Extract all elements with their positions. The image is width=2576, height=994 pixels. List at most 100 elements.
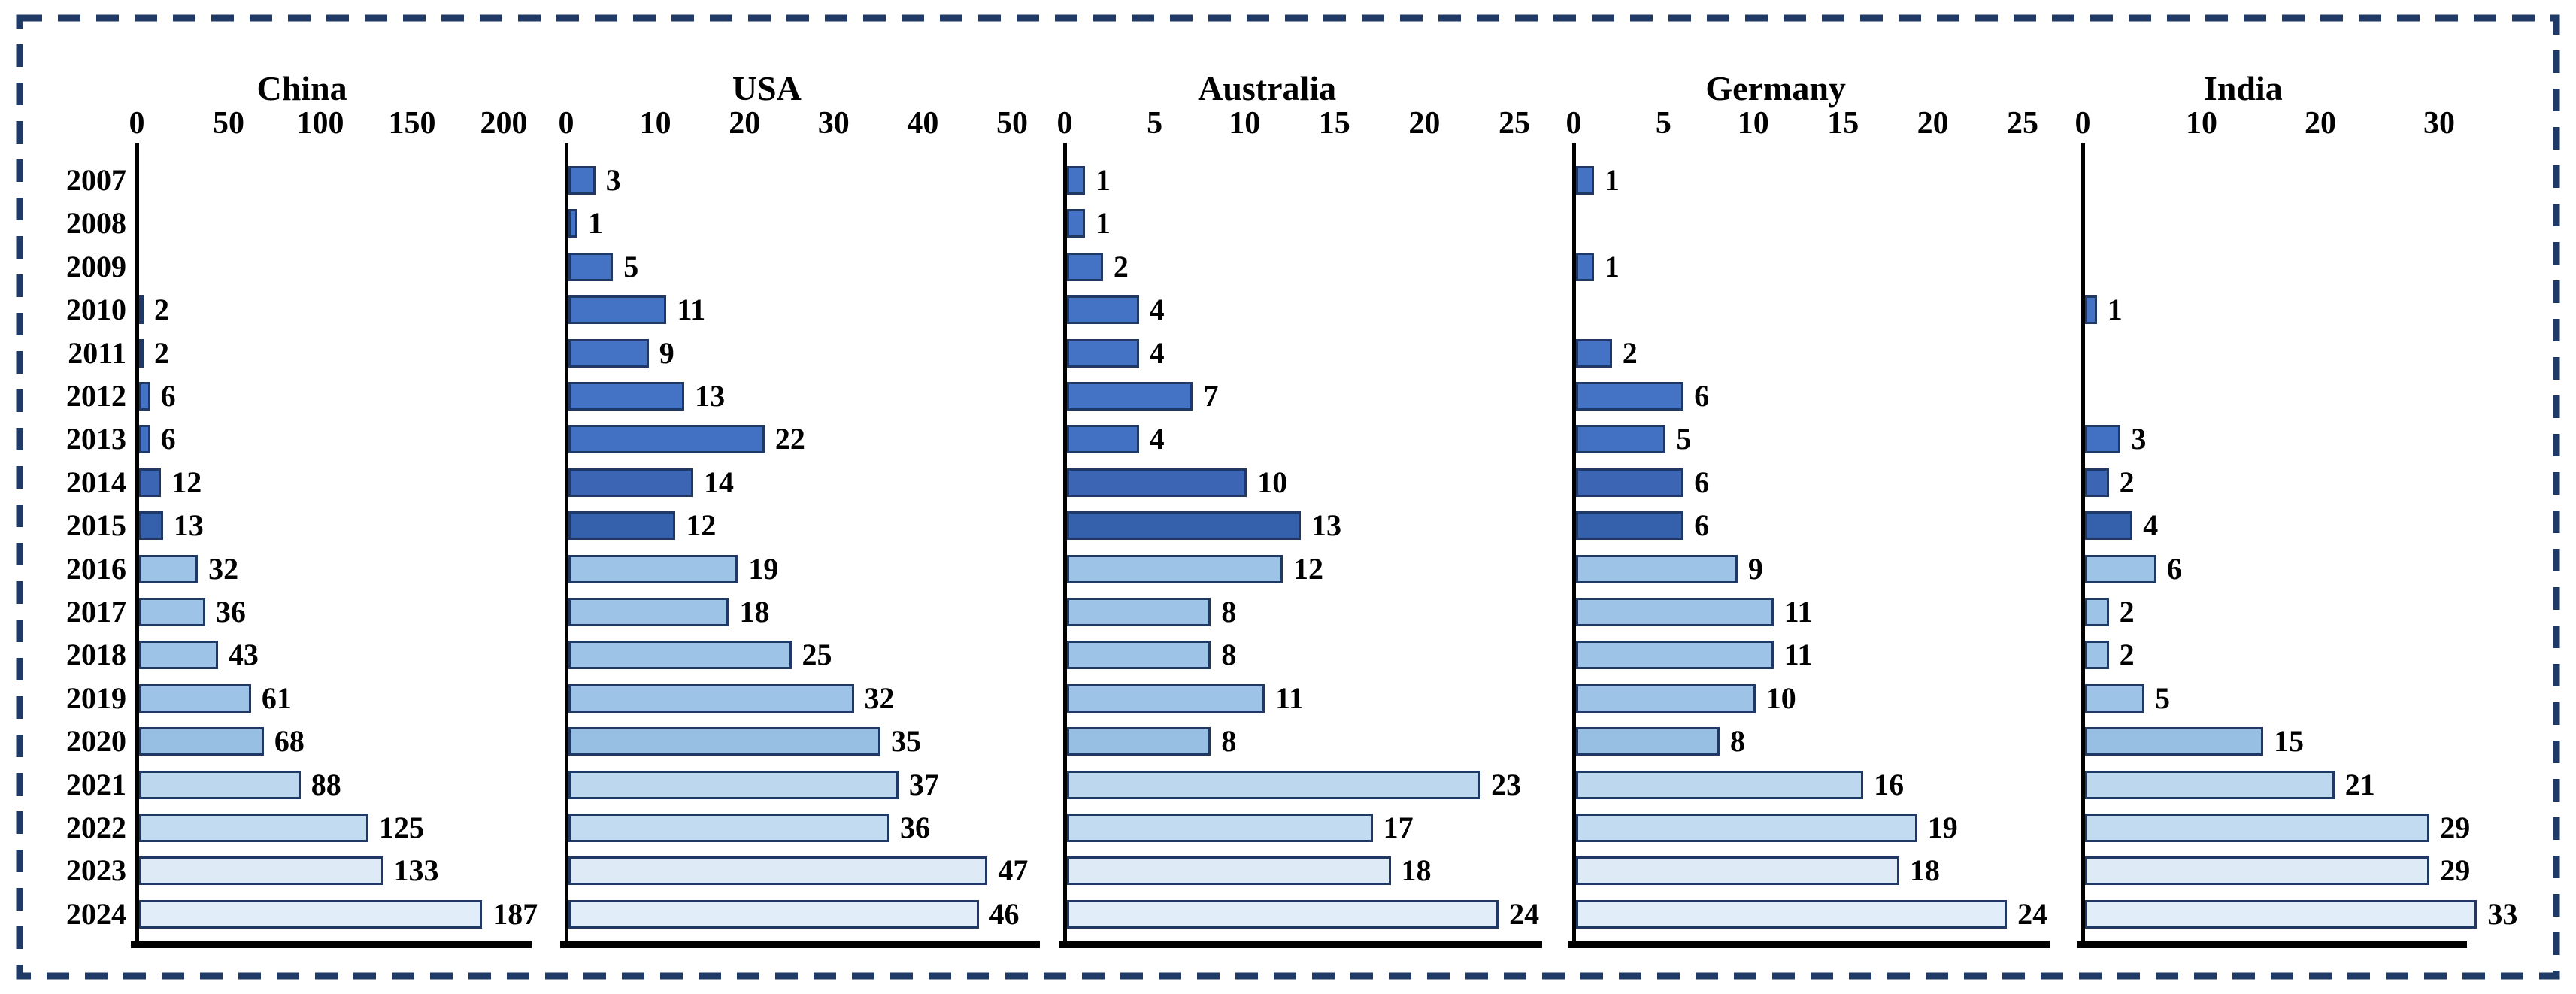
bar-value-label: 6 (1694, 508, 1710, 543)
year-label: 2022 (66, 811, 126, 844)
x-axis-line (1059, 941, 1542, 948)
year-label: 2015 (66, 508, 126, 543)
bar-value-label: 2 (1113, 249, 1129, 283)
year-label: 2024 (66, 896, 126, 931)
bar-value-label: 11 (1275, 680, 1304, 715)
bar (2085, 511, 2133, 541)
bar (139, 641, 218, 670)
bar (568, 856, 988, 886)
y-axis-line (1572, 143, 1576, 946)
bar (1067, 511, 1301, 541)
bar (568, 554, 738, 583)
bar (2085, 295, 2097, 325)
bar (1067, 166, 1085, 195)
bar-value-label: 4 (1149, 335, 1165, 370)
x-tick-label: 10 (2186, 106, 2217, 141)
bar-value-label: 133 (393, 853, 439, 888)
bar-value-label: 5 (1676, 422, 1692, 456)
bar-value-label: 2 (2119, 638, 2135, 672)
bar (568, 899, 979, 929)
bar-value-label: 36 (215, 595, 246, 629)
x-tick-label: 20 (729, 106, 761, 141)
bar (2085, 727, 2263, 756)
year-label: 2019 (66, 680, 126, 715)
bar (1576, 511, 1684, 541)
bar-value-label: 12 (686, 508, 717, 543)
x-tick-label: 0 (1565, 106, 1582, 141)
x-tick-label: 25 (1499, 106, 1530, 141)
bar (568, 166, 596, 195)
bar (568, 209, 577, 238)
x-tick-label: 20 (1917, 106, 1949, 141)
y-axis-line (135, 143, 139, 946)
y-axis-line (565, 143, 568, 946)
bar-value-label: 29 (2440, 811, 2471, 844)
x-tick-label: 10 (639, 106, 671, 141)
x-tick-label: 5 (1655, 106, 1671, 141)
bar (139, 382, 150, 411)
bar-value-label: 1 (587, 206, 603, 241)
bar (2085, 598, 2109, 626)
bar (1576, 382, 1684, 411)
bar (568, 295, 667, 325)
x-tick-label: 100 (296, 106, 344, 141)
year-label: 2018 (66, 638, 126, 672)
bar (568, 814, 889, 842)
x-tick-label: 150 (388, 106, 436, 141)
bar-value-label: 13 (1311, 508, 1341, 543)
bar (1067, 382, 1193, 411)
bar (139, 814, 368, 842)
bar-value-label: 68 (274, 724, 305, 759)
bar-value-label: 16 (1874, 767, 1905, 802)
bar (1067, 295, 1139, 325)
bar (2085, 814, 2430, 842)
bar (1576, 554, 1738, 583)
bar-value-label: 88 (311, 767, 341, 802)
bar (139, 598, 205, 626)
x-tick-label: 15 (1318, 106, 1350, 141)
year-label: 2020 (66, 724, 126, 759)
bar (2085, 899, 2478, 929)
bar (139, 338, 144, 368)
x-tick-label: 5 (1147, 106, 1163, 141)
x-tick-label: 0 (2074, 106, 2091, 141)
bar-value-label: 7 (1203, 379, 1219, 413)
bar-value-label: 47 (998, 853, 1029, 888)
year-label: 2013 (66, 422, 126, 456)
bar (2085, 425, 2121, 454)
bar (1576, 166, 1594, 195)
bar (1576, 727, 1720, 756)
bar-value-label: 4 (1149, 292, 1165, 327)
bar (139, 554, 199, 583)
x-tick-label: 30 (817, 106, 850, 141)
bar (139, 770, 301, 799)
x-tick-label: 0 (129, 106, 145, 141)
bar-value-label: 2 (154, 335, 169, 370)
chart-title: Australia (1198, 69, 1337, 108)
bar-value-label: 11 (1784, 595, 1813, 629)
bar (2085, 856, 2430, 886)
x-tick-label: 15 (1827, 106, 1859, 141)
bar-value-label: 11 (1784, 638, 1813, 672)
bar-value-label: 6 (1694, 379, 1710, 413)
bar-value-label: 2 (2119, 595, 2135, 629)
bar (2085, 641, 2109, 670)
bar (568, 338, 649, 368)
bar (568, 683, 854, 713)
bar (568, 425, 765, 454)
x-axis-line (2077, 941, 2467, 948)
bar (139, 727, 264, 756)
bar-value-label: 6 (160, 379, 176, 413)
bar-value-label: 8 (1221, 595, 1237, 629)
chart-title: India (2203, 69, 2283, 108)
y-axis-line (1063, 143, 1067, 946)
x-tick-label: 10 (1737, 106, 1769, 141)
bar-value-label: 25 (802, 638, 832, 672)
bar-value-label: 21 (2344, 767, 2375, 802)
bar-value-label: 187 (492, 896, 538, 931)
bar-value-label: 13 (695, 379, 726, 413)
bar-value-label: 1 (1095, 206, 1111, 241)
bar-value-label: 5 (623, 249, 639, 283)
x-tick-label: 40 (907, 106, 939, 141)
year-label: 2011 (68, 335, 126, 370)
